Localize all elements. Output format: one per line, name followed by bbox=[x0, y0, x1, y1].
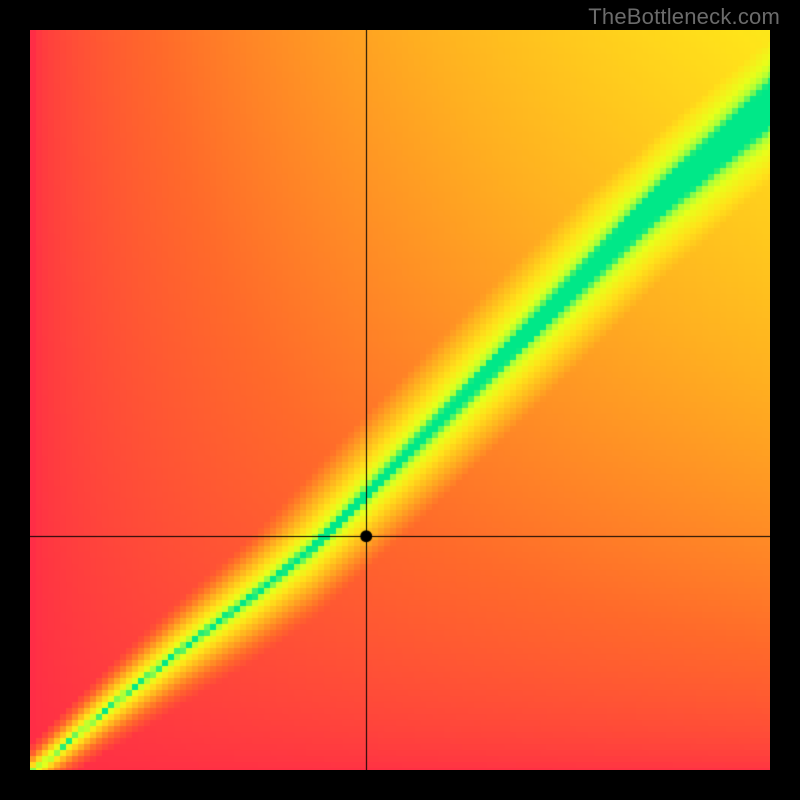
heatmap-canvas bbox=[30, 30, 770, 770]
chart-container: TheBottleneck.com bbox=[0, 0, 800, 800]
watermark-text: TheBottleneck.com bbox=[588, 4, 780, 30]
heatmap-plot bbox=[30, 30, 770, 770]
